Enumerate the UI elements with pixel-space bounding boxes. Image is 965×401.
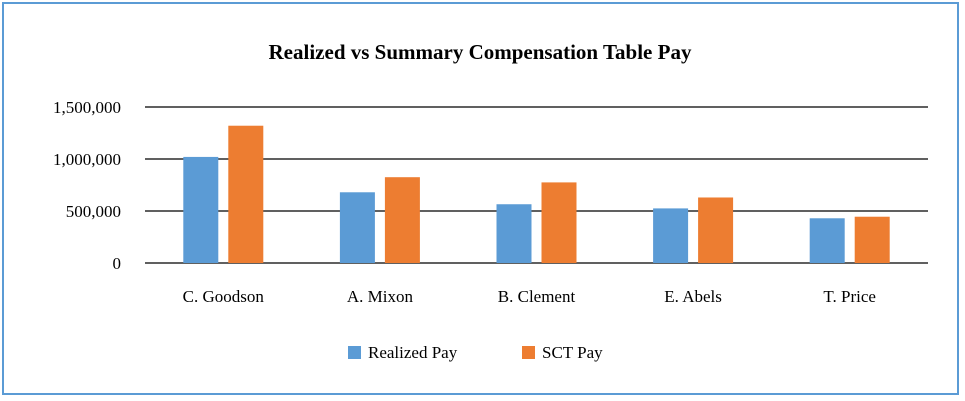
bar-sct-0 xyxy=(228,125,264,263)
bar-realized-4 xyxy=(809,218,845,263)
chart-title: Realized vs Summary Compensation Table P… xyxy=(269,40,692,64)
legend-swatch xyxy=(348,346,361,359)
bar-realized-1 xyxy=(339,192,375,263)
x-tick-label: C. Goodson xyxy=(183,287,265,306)
bar-sct-2 xyxy=(541,182,577,263)
legend-label: SCT Pay xyxy=(542,343,603,362)
legend-swatch xyxy=(522,346,535,359)
y-axis-ticks: 0 500,000 1,000,000 1,500,000 xyxy=(53,98,121,273)
bar-sct-1 xyxy=(384,177,420,263)
legend-label: Realized Pay xyxy=(368,343,458,362)
y-tick-label: 1,000,000 xyxy=(53,150,121,169)
y-tick-label: 500,000 xyxy=(66,202,121,221)
x-tick-label: B. Clement xyxy=(498,287,576,306)
bar-realized-0 xyxy=(183,156,219,263)
y-tick-label: 1,500,000 xyxy=(53,98,121,117)
x-tick-label: A. Mixon xyxy=(347,287,414,306)
bars xyxy=(183,125,890,263)
x-axis-ticks: C. Goodson A. Mixon B. Clement E. Abels T. P… xyxy=(183,287,876,306)
gridlines xyxy=(145,106,928,264)
x-tick-label: E. Abels xyxy=(664,287,722,306)
y-tick-label: 0 xyxy=(113,254,122,273)
x-tick-label: T. Price xyxy=(823,287,876,306)
bar-realized-3 xyxy=(653,208,689,263)
bar-sct-4 xyxy=(854,216,890,263)
legend: Realized Pay SCT Pay xyxy=(348,343,603,362)
chart-frame xyxy=(2,2,959,395)
bar-sct-3 xyxy=(698,197,734,263)
bar-realized-2 xyxy=(496,204,532,263)
